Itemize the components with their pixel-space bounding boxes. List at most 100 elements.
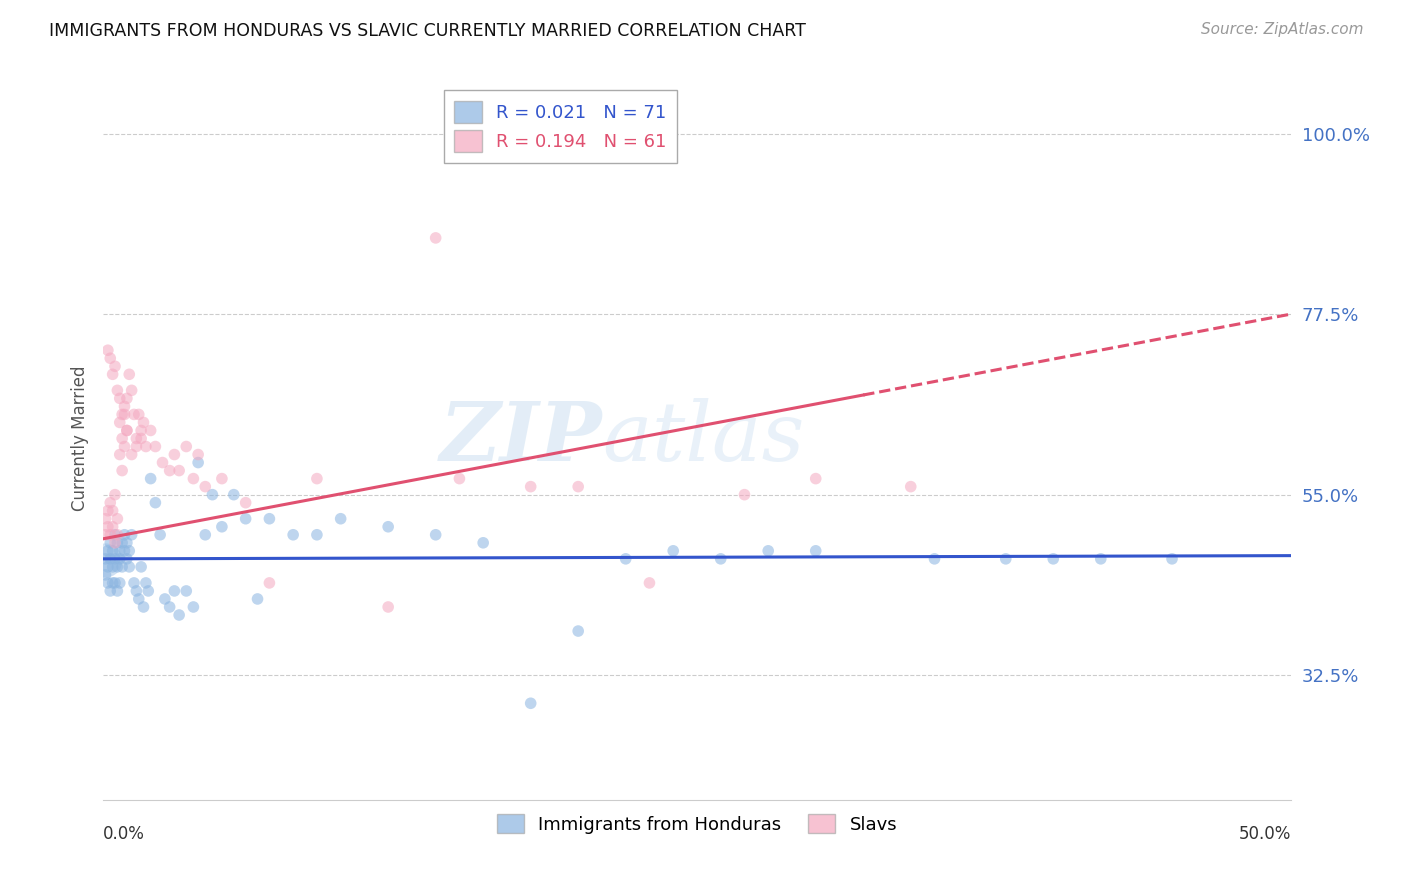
Point	[105, 384, 128, 398]
Point	[94, 567, 117, 582]
Point	[211, 472, 233, 486]
Point	[94, 553, 117, 567]
Point	[114, 408, 136, 422]
Point	[104, 528, 127, 542]
Point	[105, 512, 128, 526]
Point	[994, 552, 1017, 566]
Point	[111, 536, 134, 550]
Point	[129, 424, 152, 438]
Point	[98, 351, 121, 366]
Point	[519, 480, 541, 494]
Point	[114, 544, 136, 558]
Point	[108, 544, 131, 558]
Point	[108, 575, 131, 590]
Point	[1042, 552, 1064, 566]
Point	[108, 552, 131, 566]
Point	[98, 583, 121, 598]
Text: 50.0%: 50.0%	[1239, 825, 1291, 843]
Point	[329, 512, 352, 526]
Point	[115, 392, 138, 406]
Point	[187, 456, 209, 470]
Point	[94, 512, 117, 526]
Point	[163, 448, 186, 462]
Point	[159, 599, 181, 614]
Point	[235, 512, 257, 526]
Point	[129, 559, 152, 574]
Point	[98, 496, 121, 510]
Point	[97, 504, 120, 518]
Point	[104, 359, 127, 374]
Point	[101, 559, 124, 574]
Point	[136, 583, 159, 598]
Point	[97, 544, 120, 558]
Point	[149, 528, 172, 542]
Point	[128, 408, 150, 422]
Point	[101, 575, 124, 590]
Point	[377, 520, 399, 534]
Point	[122, 408, 145, 422]
Point	[139, 472, 162, 486]
Point	[567, 624, 589, 638]
Point	[183, 599, 205, 614]
Point	[101, 504, 124, 518]
Point	[118, 544, 141, 558]
Point	[519, 696, 541, 710]
Point	[710, 552, 733, 566]
Point	[194, 528, 217, 542]
Point	[115, 552, 138, 566]
Point	[183, 472, 205, 486]
Point	[125, 432, 148, 446]
Point	[305, 528, 328, 542]
Point	[115, 424, 138, 438]
Point	[246, 591, 269, 606]
Text: Source: ZipAtlas.com: Source: ZipAtlas.com	[1201, 22, 1364, 37]
Point	[101, 520, 124, 534]
Point	[98, 552, 121, 566]
Point	[924, 552, 946, 566]
Point	[201, 488, 224, 502]
Point	[152, 456, 174, 470]
Point	[94, 528, 117, 542]
Point	[97, 343, 120, 358]
Point	[614, 552, 637, 566]
Point	[472, 536, 495, 550]
Point	[104, 575, 127, 590]
Point	[129, 432, 152, 446]
Point	[114, 528, 136, 542]
Point	[98, 536, 121, 550]
Point	[222, 488, 245, 502]
Point	[187, 448, 209, 462]
Point	[104, 552, 127, 566]
Point	[105, 583, 128, 598]
Point	[108, 392, 131, 406]
Point	[122, 575, 145, 590]
Point	[425, 528, 447, 542]
Point	[662, 544, 685, 558]
Point	[235, 496, 257, 510]
Point	[128, 591, 150, 606]
Point	[101, 368, 124, 382]
Point	[108, 448, 131, 462]
Point	[121, 448, 143, 462]
Y-axis label: Currently Married: Currently Married	[72, 366, 89, 511]
Text: atlas: atlas	[602, 399, 804, 478]
Point	[94, 552, 117, 566]
Point	[118, 368, 141, 382]
Point	[449, 472, 471, 486]
Point	[139, 424, 162, 438]
Point	[305, 472, 328, 486]
Point	[174, 440, 197, 454]
Point	[118, 559, 141, 574]
Point	[125, 440, 148, 454]
Point	[121, 384, 143, 398]
Point	[97, 559, 120, 574]
Point	[104, 536, 127, 550]
Point	[111, 432, 134, 446]
Point	[804, 472, 827, 486]
Point	[111, 559, 134, 574]
Point	[638, 575, 661, 590]
Point	[101, 544, 124, 558]
Point	[98, 528, 121, 542]
Point	[804, 544, 827, 558]
Point	[104, 488, 127, 502]
